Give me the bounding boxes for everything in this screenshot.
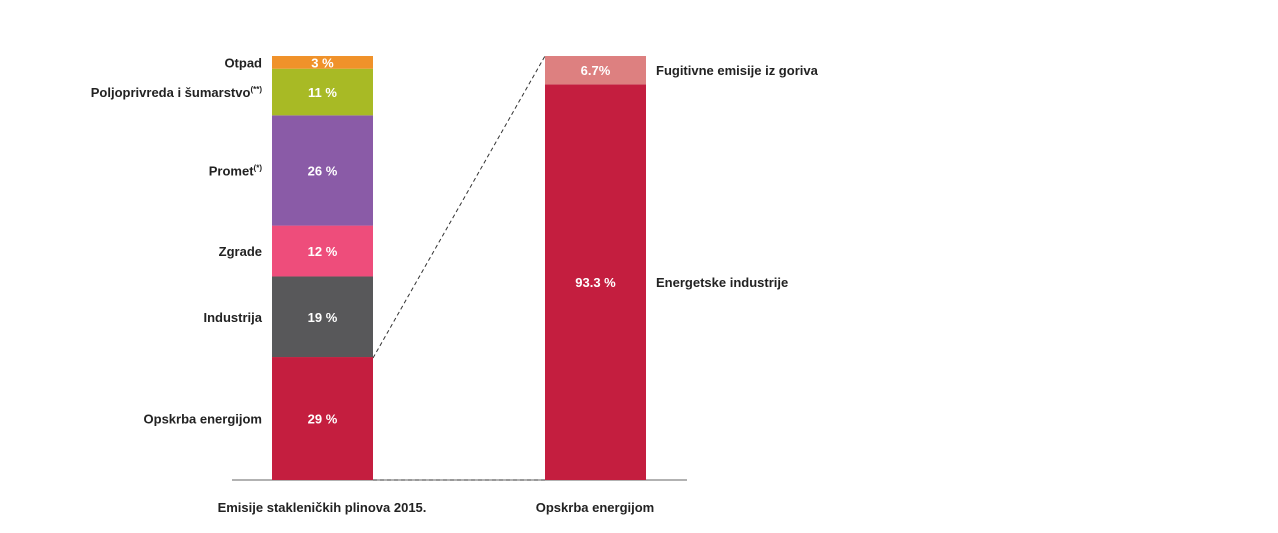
bar-segment <box>272 276 373 358</box>
x-axis-label-right: Opskrba energijom <box>536 500 654 515</box>
bar-segment <box>272 115 373 226</box>
category-label: Energetske industrije <box>656 275 788 290</box>
x-axis-label-left: Emisije stakleničkih plinova 2015. <box>218 500 427 515</box>
connector-top <box>372 55 546 359</box>
bars-group: 29 % Opskrba energijom 19 % Industrija 12 % Z… <box>91 55 819 481</box>
data-label: 3 % <box>311 55 334 70</box>
category-label: Fugitivne emisije iz goriva <box>656 63 819 78</box>
category-label: Zgrade <box>219 244 262 259</box>
bar-segment <box>272 225 373 277</box>
category-label: Otpad <box>224 55 262 70</box>
bar-segment <box>272 357 373 480</box>
data-label: 11 % <box>308 85 337 100</box>
category-label: Industrija <box>203 310 262 325</box>
data-label: 29 % <box>308 412 338 427</box>
bar-segment <box>272 68 373 116</box>
bar-segment <box>272 56 373 69</box>
data-label: 93.3 % <box>575 275 616 290</box>
category-label: Poljoprivreda i šumarstvo(**) <box>91 85 263 100</box>
bar-segment <box>545 84 646 481</box>
category-label: Promet(*) <box>209 163 263 178</box>
data-label: 6.7% <box>581 63 611 78</box>
data-label: 26 % <box>308 163 338 178</box>
category-label: Opskrba energijom <box>144 412 262 427</box>
data-label: 19 % <box>308 310 338 325</box>
bar-segment <box>545 56 646 85</box>
data-label: 12 % <box>308 244 338 259</box>
